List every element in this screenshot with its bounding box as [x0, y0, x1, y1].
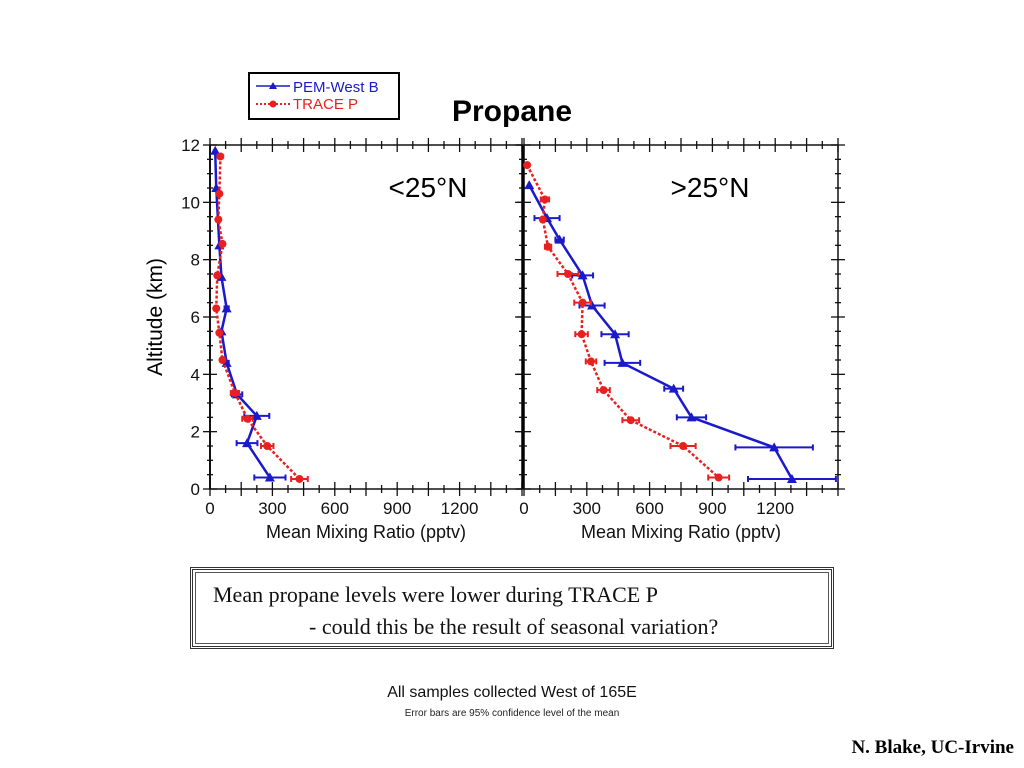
data-point-pem-west-b: [211, 183, 222, 192]
data-point-pem-west-b: [769, 442, 780, 452]
legend-label-trace: TRACE P: [293, 96, 358, 113]
y-tick-label: 0: [191, 480, 200, 499]
chart-title: Propane: [452, 95, 572, 128]
legend-circle-icon: [269, 100, 277, 108]
y-tick-label: 6: [191, 308, 200, 327]
y-tick-label: 10: [181, 193, 200, 212]
data-point-trace-p: [214, 215, 223, 224]
x-axis-label: Mean Mixing Ratio (pptv): [581, 522, 781, 542]
panel-label: >25°N: [671, 172, 750, 203]
x-tick-label: 1200: [441, 499, 479, 518]
data-point-pem-west-b: [786, 473, 797, 483]
data-point-trace-p: [523, 161, 532, 170]
data-point-trace-p: [218, 239, 227, 248]
data-point-pem-west-b: [251, 410, 262, 420]
data-point-trace-p: [626, 416, 635, 425]
propane-chart: PEM-West B TRACE P Propane Altitude (km)…: [144, 72, 845, 542]
data-point-trace-p: [544, 242, 553, 251]
note-box: Mean propane levels were lower during TR…: [190, 567, 834, 649]
footer-samples-note: All samples collected West of 165E: [387, 684, 637, 701]
plot-frame-1: [209, 144, 523, 490]
series-line-pem-west-b: [528, 184, 794, 480]
data-point-pem-west-b: [577, 270, 588, 280]
series-line-pem-west-b: [213, 150, 271, 479]
data-point-pem-west-b: [554, 234, 565, 244]
x-tick-label: 0: [519, 499, 528, 518]
data-point-trace-p: [212, 304, 221, 313]
data-point-trace-p: [243, 414, 252, 423]
x-axis-label: Mean Mixing Ratio (pptv): [266, 522, 466, 542]
data-point-pem-west-b: [210, 145, 221, 155]
data-point-trace-p: [714, 473, 723, 482]
x-tick-label: 0: [205, 499, 214, 518]
data-point-trace-p: [538, 215, 547, 224]
data-point-pem-west-b: [668, 383, 679, 393]
data-point-trace-p: [215, 328, 224, 337]
x-tick-label: 1200: [756, 499, 794, 518]
x-tick-label: 900: [698, 499, 726, 518]
data-point-trace-p: [230, 388, 239, 397]
data-point-trace-p: [599, 386, 608, 395]
y-tick-label: 2: [191, 423, 200, 442]
data-point-pem-west-b: [242, 438, 253, 448]
data-point-trace-p: [578, 298, 587, 307]
legend-triangle-icon: [269, 82, 277, 89]
y-tick-label: 12: [181, 136, 200, 155]
y-axis-label: Altitude (km): [144, 258, 167, 376]
data-point-trace-p: [213, 271, 222, 280]
legend-box: [248, 72, 400, 120]
data-point-pem-west-b: [617, 357, 628, 367]
data-point-trace-p: [216, 152, 225, 161]
data-point-pem-west-b: [524, 180, 535, 190]
data-point-pem-west-b: [610, 329, 621, 339]
x-tick-label: 600: [635, 499, 663, 518]
series-line-trace-p: [526, 164, 720, 479]
x-tick-label: 300: [573, 499, 601, 518]
data-point-pem-west-b: [221, 357, 232, 367]
legend: PEM-West B TRACE P: [248, 72, 400, 120]
data-point-trace-p: [218, 356, 227, 364]
x-tick-label: 900: [383, 499, 411, 518]
panel-label: <25°N: [389, 172, 468, 203]
data-point-pem-west-b: [587, 300, 598, 310]
data-point-pem-west-b: [264, 472, 275, 482]
x-tick-label: 600: [321, 499, 349, 518]
series-line-trace-p: [214, 156, 301, 480]
data-point-trace-p: [679, 442, 688, 450]
author-credit: N. Blake, UC-Irvine: [851, 737, 1014, 758]
y-tick-label: 4: [191, 365, 200, 384]
legend-label-pem: PEM-West B: [293, 79, 379, 96]
data-point-pem-west-b: [221, 303, 232, 313]
note-line-2: - could this be the result of seasonal v…: [309, 614, 719, 639]
data-point-trace-p: [540, 195, 549, 204]
data-point-trace-p: [577, 330, 586, 339]
data-point-trace-p: [586, 357, 595, 366]
data-point-trace-p: [295, 474, 304, 483]
y-tick-label: 8: [191, 251, 200, 270]
note-line-1: Mean propane levels were lower during TR…: [213, 582, 658, 607]
x-tick-label: 300: [258, 499, 286, 518]
data-point-trace-p: [563, 270, 572, 278]
data-point-trace-p: [215, 189, 224, 198]
data-point-trace-p: [263, 442, 272, 450]
data-point-pem-west-b: [686, 412, 697, 422]
footer-errorbar-note: Error bars are 95% confidence level of t…: [404, 708, 620, 719]
